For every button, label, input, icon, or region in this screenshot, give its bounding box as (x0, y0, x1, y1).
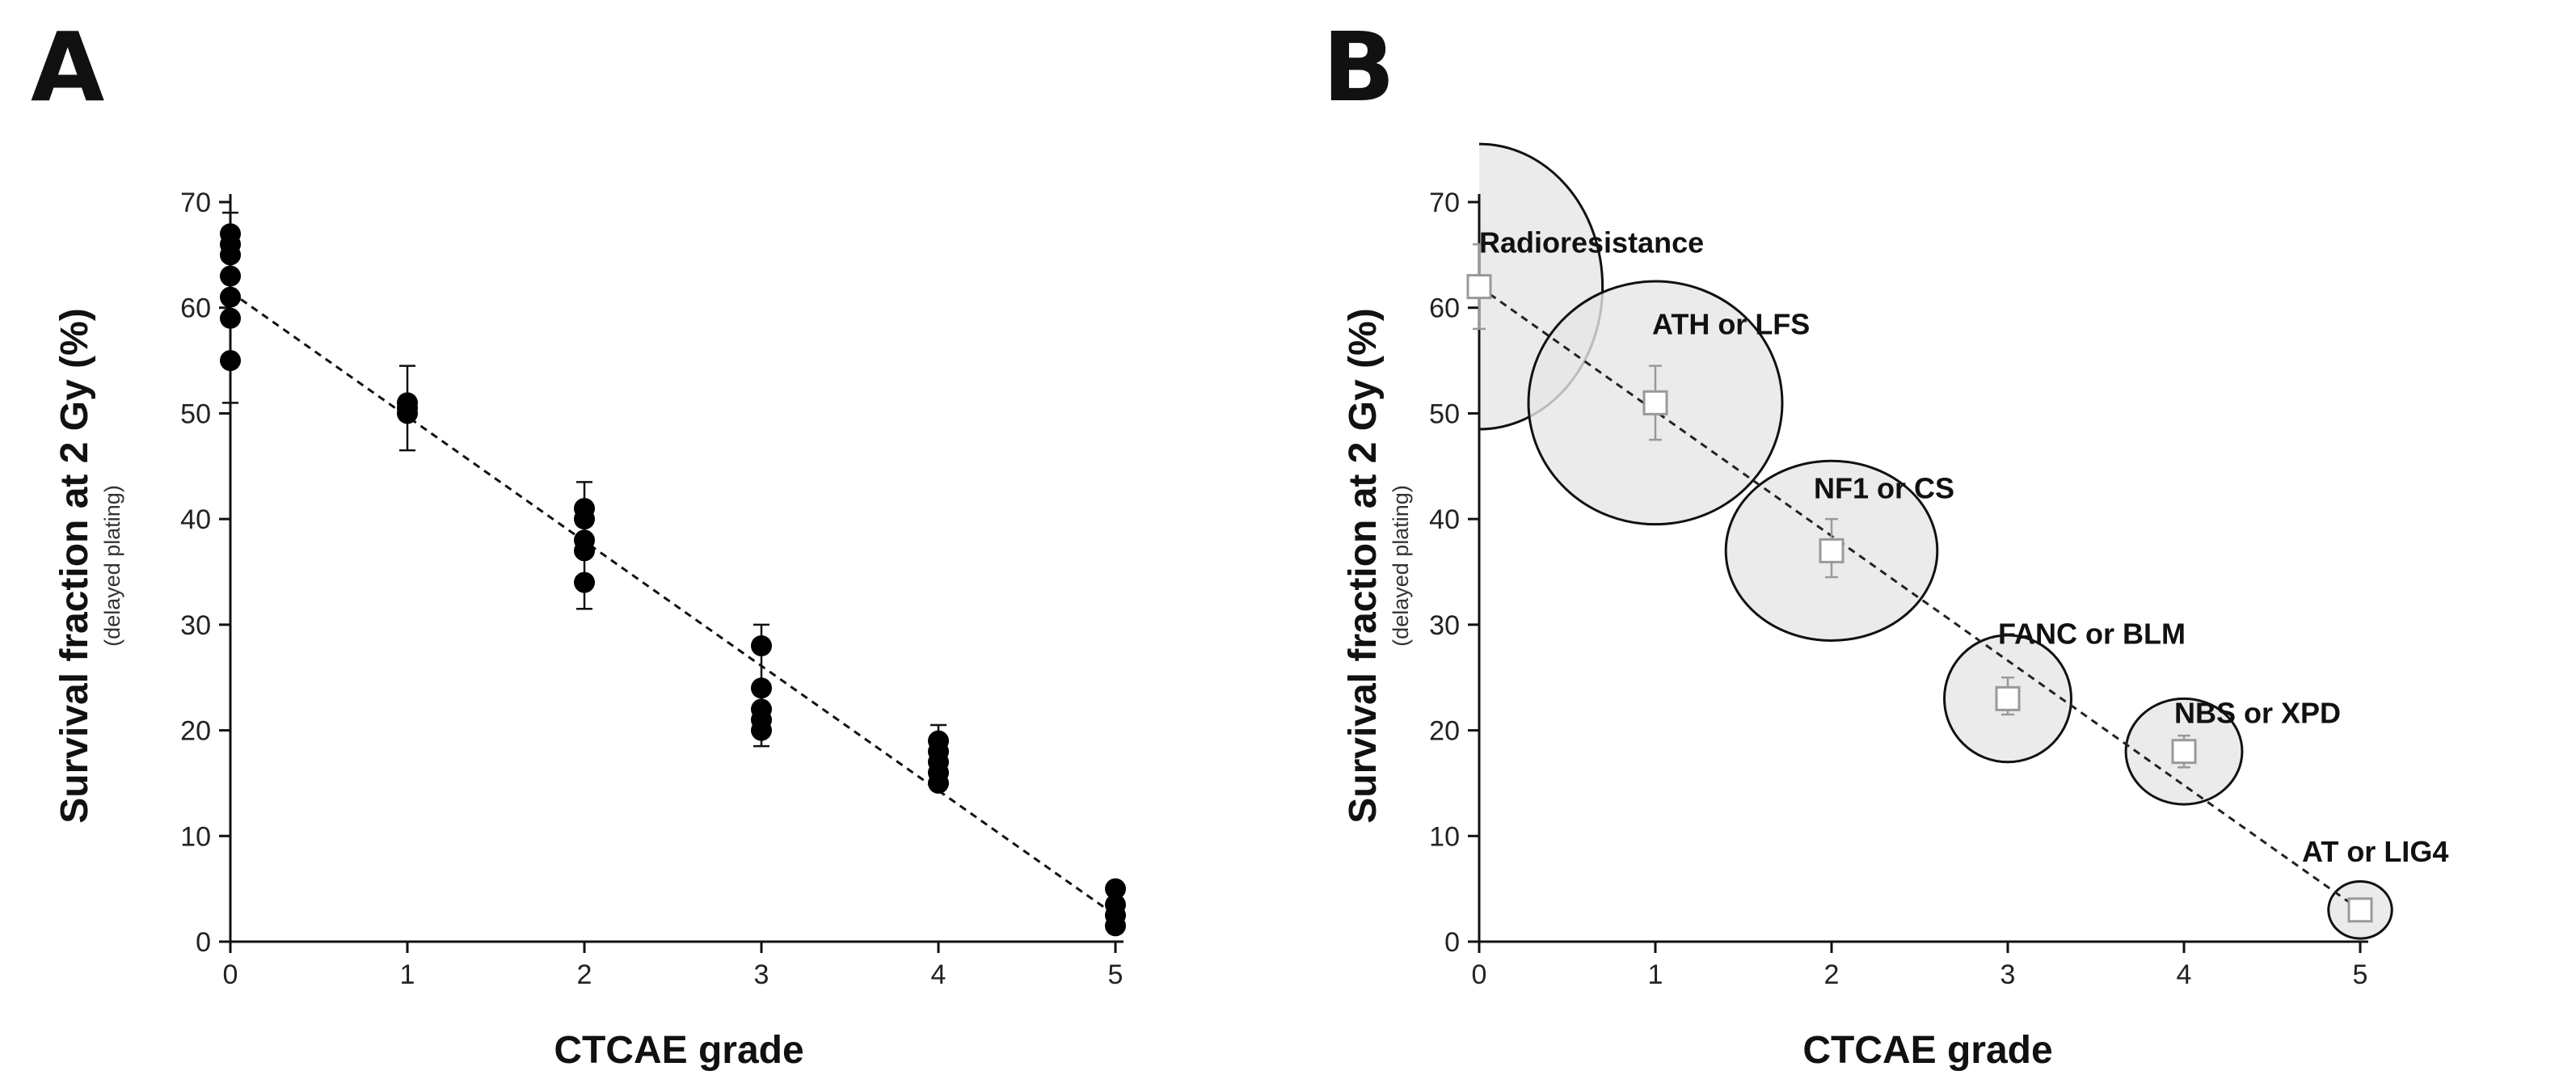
panel-a-data-point (220, 307, 241, 329)
panel-a-data-point (220, 286, 241, 308)
panel-a-x-tick-label: 2 (577, 959, 592, 990)
panel-b-bubble-label: FANC or BLM (1998, 617, 2186, 650)
panel-b-mean-marker (1642, 390, 1668, 415)
panel-a-x-tick-label: 5 (1108, 959, 1124, 990)
panel-a-y-tick-label: 40 (180, 504, 211, 535)
panel-a-y-tick-label: 10 (180, 821, 211, 852)
panel-a-y-tick-label: 50 (180, 398, 211, 429)
panel-b-x-tick-label: 5 (2353, 959, 2368, 990)
panel-b-x-tick-label: 3 (2001, 959, 2016, 990)
panel-a-ylabel-sub-group: (delayed plating) (100, 485, 124, 647)
panel-b: B Survival fraction at 2 Gy (%) (delayed… (1322, 11, 2448, 1072)
panel-b-y-tick-label: 40 (1429, 504, 1460, 535)
panel-b-y-tick-label: 20 (1429, 716, 1460, 747)
panel-a-y-tick-label: 20 (180, 716, 211, 747)
panel-b-y-tick-label: 50 (1429, 398, 1460, 429)
panel-b-y-tick-label: 0 (1444, 927, 1460, 958)
panel-a-ylabel-sub: (delayed plating) (100, 485, 124, 647)
panel-b-ylabel-sub: (delayed plating) (1389, 485, 1413, 647)
panel-a-data-point (751, 698, 772, 720)
panel-a-fit-line (230, 290, 1116, 917)
panel-a-ylabel-group: Survival fraction at 2 Gy (%) (53, 308, 96, 824)
panel-b-bubble-label: ATH or LFS (1652, 307, 1810, 340)
panel-a-y-tick-label: 30 (180, 610, 211, 641)
panel-b-ylabel: Survival fraction at 2 Gy (%) (1342, 308, 1385, 824)
panel-b-x-tick-label: 2 (1824, 959, 1840, 990)
panel-a-data-point (220, 265, 241, 287)
panel-a-data-point (220, 223, 241, 245)
panel-b-bubble-label: NF1 or CS (1814, 471, 1954, 504)
panel-b-y-tick-label: 10 (1429, 821, 1460, 852)
panel-b-x-tick-label: 4 (2177, 959, 2192, 990)
panel-a-y-tick-label: 0 (196, 927, 211, 958)
panel-b-ylabel-sub-group: (delayed plating) (1389, 485, 1413, 647)
panel-a-data-point (574, 529, 595, 551)
panel-a-data-point (928, 730, 949, 752)
panel-a-data-point (751, 677, 772, 699)
panel-b-mean-marker (1466, 274, 1492, 300)
panel-b-x-tick-label: 1 (1648, 959, 1663, 990)
panel-b-plot: 0 1 2 3 4 5010203040506070RadioresistanceATH … (1429, 142, 2448, 990)
panel-b-letter: B (1322, 11, 1395, 123)
panel-b-mean-marker (1995, 685, 2021, 711)
panel-a-data-point (1105, 878, 1126, 900)
panel-a-y-tick-label: 60 (180, 293, 211, 324)
panel-b-ylabel-group: Survival fraction at 2 Gy (%) (1342, 308, 1385, 824)
panel-a-data-point (751, 635, 772, 656)
panel-b-bubble-label: NBS or XPD (2174, 697, 2341, 730)
panel-a-x-tick-label: 3 (754, 959, 769, 990)
panel-b-fit-line (1478, 285, 2361, 912)
panel-a-data-point (220, 350, 241, 372)
panel-b-mean-marker (1819, 538, 1845, 563)
panel-a-xlabel: CTCAE grade (554, 1029, 803, 1072)
panel-b-bubble-label: Radioresistance (1479, 226, 1704, 259)
panel-a-data-point (397, 392, 418, 414)
panel-a-y-tick-label: 70 (180, 188, 211, 218)
panel-b-x-tick-label: 0 (1472, 959, 1487, 990)
panel-b-mean-marker (2171, 739, 2197, 765)
panel-b-y-tick-label: 30 (1429, 610, 1460, 641)
panel-a-data-point (1105, 894, 1126, 916)
panel-a: A Survival fraction at 2 Gy (%) (delayed… (31, 11, 1126, 1072)
panel-b-y-tick-label: 70 (1429, 188, 1460, 218)
panel-a-data-point (574, 498, 595, 520)
panel-b-xlabel: CTCAE grade (1802, 1029, 2052, 1072)
panel-a-data-point (574, 571, 595, 593)
panel-b-y-tick-label: 60 (1429, 293, 1460, 324)
panel-a-ylabel: Survival fraction at 2 Gy (%) (53, 308, 96, 824)
panel-a-letter: A (31, 11, 104, 123)
panel-a-x-tick-label: 1 (400, 959, 415, 990)
panel-b-bubble-label: AT or LIG4 (2302, 835, 2448, 868)
panel-b-mean-marker (2347, 897, 2373, 923)
panel-a-x-tick-label: 4 (931, 959, 947, 990)
panel-b-bubbles (1479, 142, 2393, 940)
panel-a-x-tick-label: 0 (223, 959, 238, 990)
